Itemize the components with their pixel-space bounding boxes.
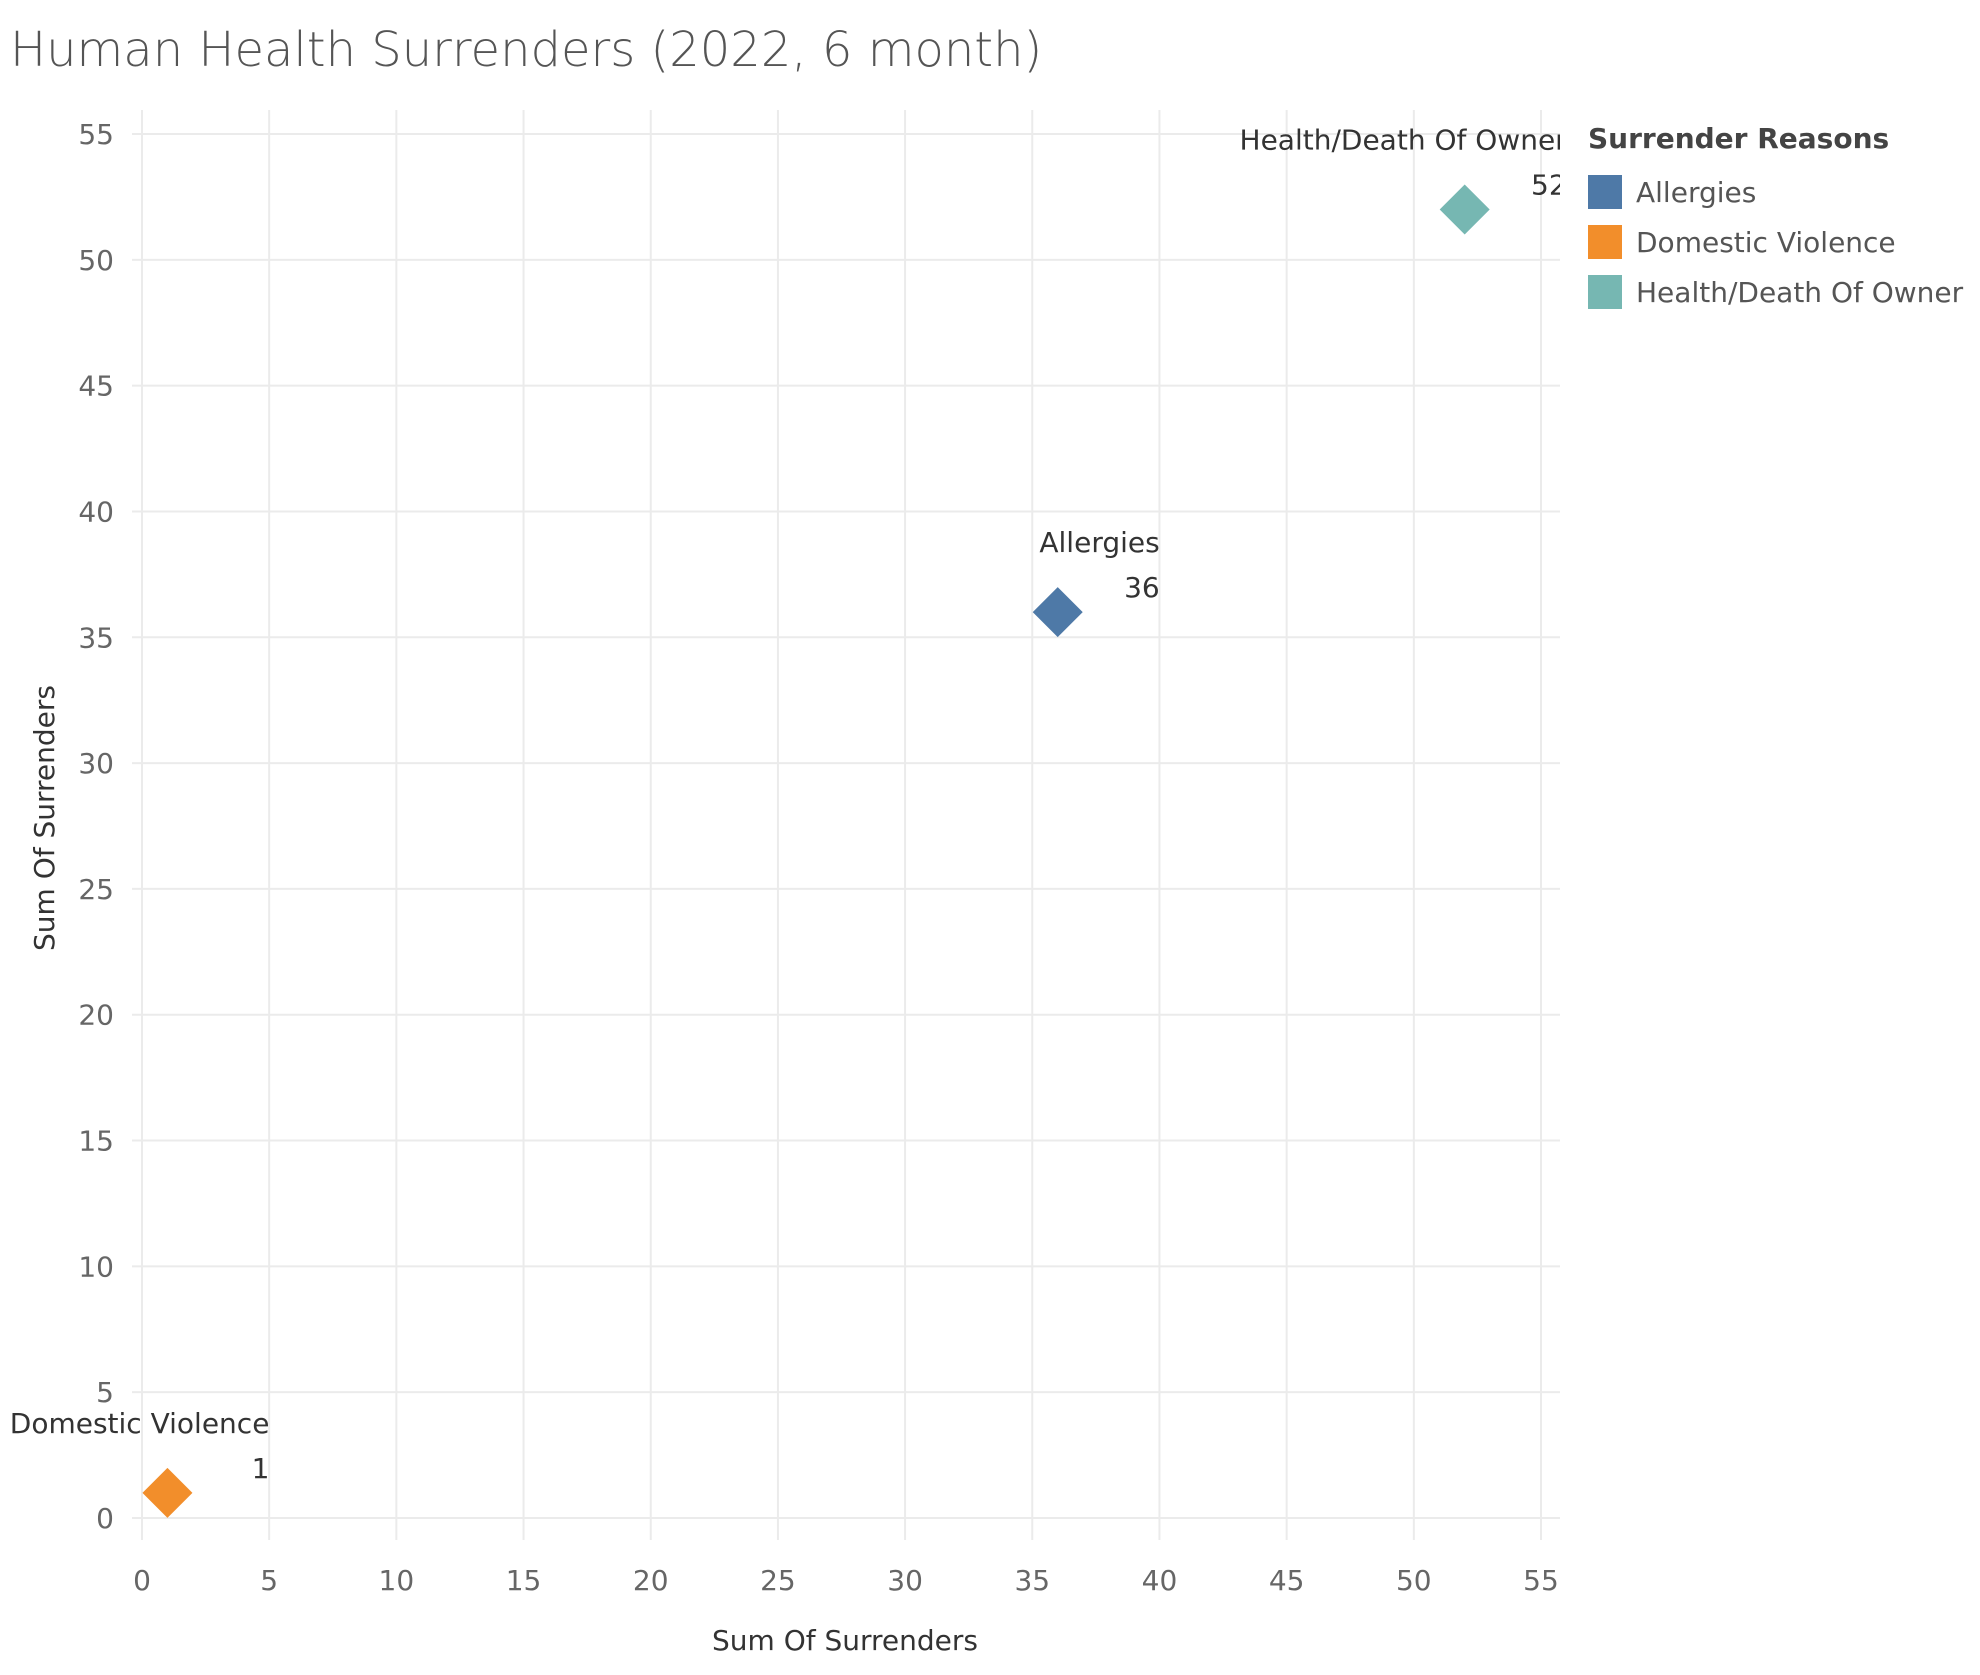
data-point-diamond (1439, 184, 1490, 235)
y-tick-label: 15 (78, 1125, 114, 1158)
x-tick-label: 15 (506, 1564, 542, 1597)
legend-item: Allergies (1588, 167, 1963, 217)
y-tick-label: 50 (78, 244, 114, 277)
legend-label: Allergies (1636, 175, 1757, 209)
y-tick-label: 5 (96, 1376, 114, 1409)
y-tick-label: 45 (78, 370, 114, 403)
data-labels: Allergies 36 Domestic Violence 1 Health/Deat… (10, 123, 1560, 1484)
data-point-diamond (142, 1467, 193, 1518)
x-tick-label: 25 (760, 1564, 796, 1597)
y-tick-label: 30 (78, 747, 114, 780)
x-axis-title: Sum Of Surrenders (712, 1624, 978, 1657)
x-tick-label: 45 (1269, 1564, 1305, 1597)
legend-swatch (1588, 225, 1622, 259)
grid (132, 110, 1560, 1540)
y-tick-label: 55 (78, 118, 114, 151)
x-tick-label: 55 (1523, 1564, 1559, 1597)
x-tick-label: 35 (1014, 1564, 1050, 1597)
legend-item: Health/Death Of Owner (1588, 267, 1963, 317)
x-tick-label: 40 (1142, 1564, 1178, 1597)
x-tick-label: 10 (379, 1564, 415, 1597)
legend-label: Health/Death Of Owner (1636, 275, 1964, 309)
data-points (142, 184, 1490, 1518)
y-axis-title: Sum Of Surrenders (28, 685, 61, 951)
legend-label: Domestic Violence (1636, 225, 1896, 259)
data-point-diamond (1032, 587, 1083, 638)
legend-item: Domestic Violence (1588, 217, 1963, 267)
y-tick-label: 35 (78, 621, 114, 654)
data-label-value: 52 (1531, 168, 1560, 201)
y-tick-label: 25 (78, 873, 114, 906)
y-tick-label: 0 (96, 1502, 114, 1535)
scatter-plot: 0 5 10 15 20 25 30 35 40 45 50 55 0 5 10 15 20 25 30 35 40 45… (10, 110, 1560, 1657)
axes: 0 5 10 15 20 25 30 35 40 45 50 55 0 5 10 15 20 25 30 35 40 45… (78, 118, 1558, 1597)
chart-title: Human Health Surrenders (2022, 6 month) (10, 22, 1043, 78)
x-tick-label: 5 (260, 1564, 278, 1597)
legend-title: Surrender Reasons (1588, 122, 1890, 155)
x-tick-label: 20 (633, 1564, 669, 1597)
data-label-value: 36 (1124, 571, 1160, 604)
x-tick-label: 30 (887, 1564, 923, 1597)
legend: Surrender Reasons Allergies Domestic Viol… (1588, 122, 1963, 317)
y-tick-label: 20 (78, 999, 114, 1032)
data-label-name: Health/Death Of Owner (1240, 123, 1560, 156)
y-tick-label: 40 (78, 495, 114, 528)
legend-swatch (1588, 175, 1622, 209)
data-label-name: Domestic Violence (10, 1407, 270, 1440)
legend-swatch (1588, 275, 1622, 309)
data-label-name: Allergies (1039, 526, 1159, 559)
data-label-value: 1 (252, 1452, 270, 1485)
y-tick-label: 10 (78, 1250, 114, 1283)
x-tick-label: 50 (1396, 1564, 1432, 1597)
x-tick-label: 0 (133, 1564, 151, 1597)
